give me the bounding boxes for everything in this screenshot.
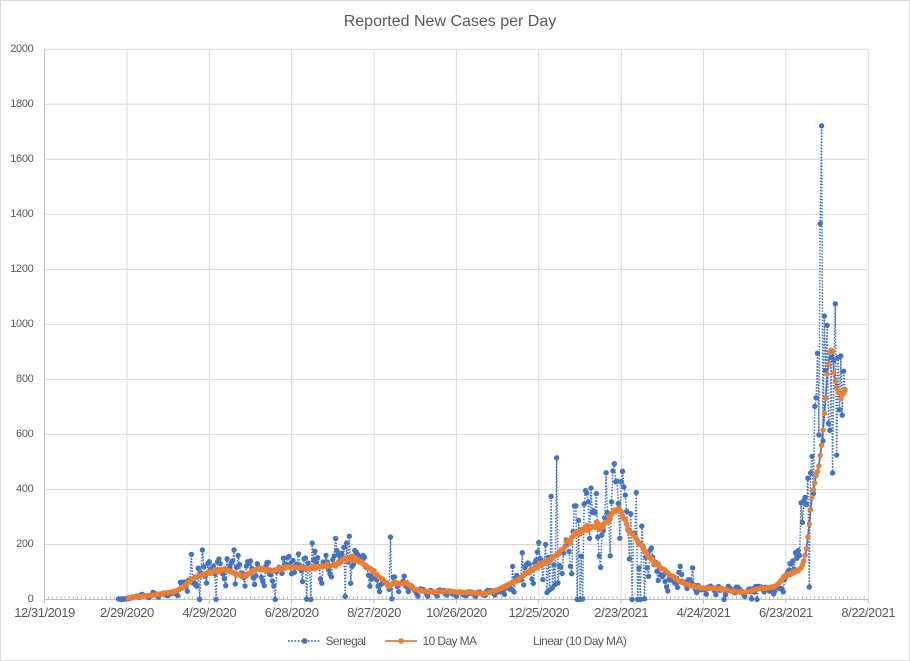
svg-text:2/23/2021: 2/23/2021	[594, 605, 648, 620]
svg-text:Reported New Cases per Day: Reported New Cases per Day	[344, 13, 557, 30]
svg-text:1400: 1400	[10, 208, 33, 220]
svg-text:10/26/2020: 10/26/2020	[426, 605, 487, 620]
svg-text:200: 200	[16, 538, 34, 550]
svg-text:1800: 1800	[10, 98, 33, 110]
svg-text:Senegal: Senegal	[326, 634, 366, 648]
svg-text:12/31/2019: 12/31/2019	[14, 605, 75, 620]
svg-text:400: 400	[16, 483, 34, 495]
svg-text:6/28/2020: 6/28/2020	[265, 605, 319, 620]
svg-text:0: 0	[28, 593, 34, 605]
svg-text:1600: 1600	[10, 153, 33, 165]
svg-text:6/23/2021: 6/23/2021	[759, 605, 813, 620]
svg-text:Linear (10 Day MA): Linear (10 Day MA)	[533, 634, 627, 648]
svg-text:800: 800	[16, 373, 34, 385]
svg-text:4/24/2021: 4/24/2021	[677, 605, 731, 620]
svg-text:4/29/2020: 4/29/2020	[182, 605, 236, 620]
svg-text:1000: 1000	[10, 318, 33, 330]
svg-text:8/22/2021: 8/22/2021	[841, 605, 895, 620]
svg-text:8/27/2020: 8/27/2020	[347, 605, 401, 620]
svg-text:2/29/2020: 2/29/2020	[100, 605, 154, 620]
svg-text:2000: 2000	[10, 43, 33, 55]
svg-text:600: 600	[16, 428, 34, 440]
svg-text:10 Day MA: 10 Day MA	[423, 634, 478, 648]
svg-text:12/25/2020: 12/25/2020	[509, 605, 570, 620]
svg-text:1200: 1200	[10, 263, 33, 275]
